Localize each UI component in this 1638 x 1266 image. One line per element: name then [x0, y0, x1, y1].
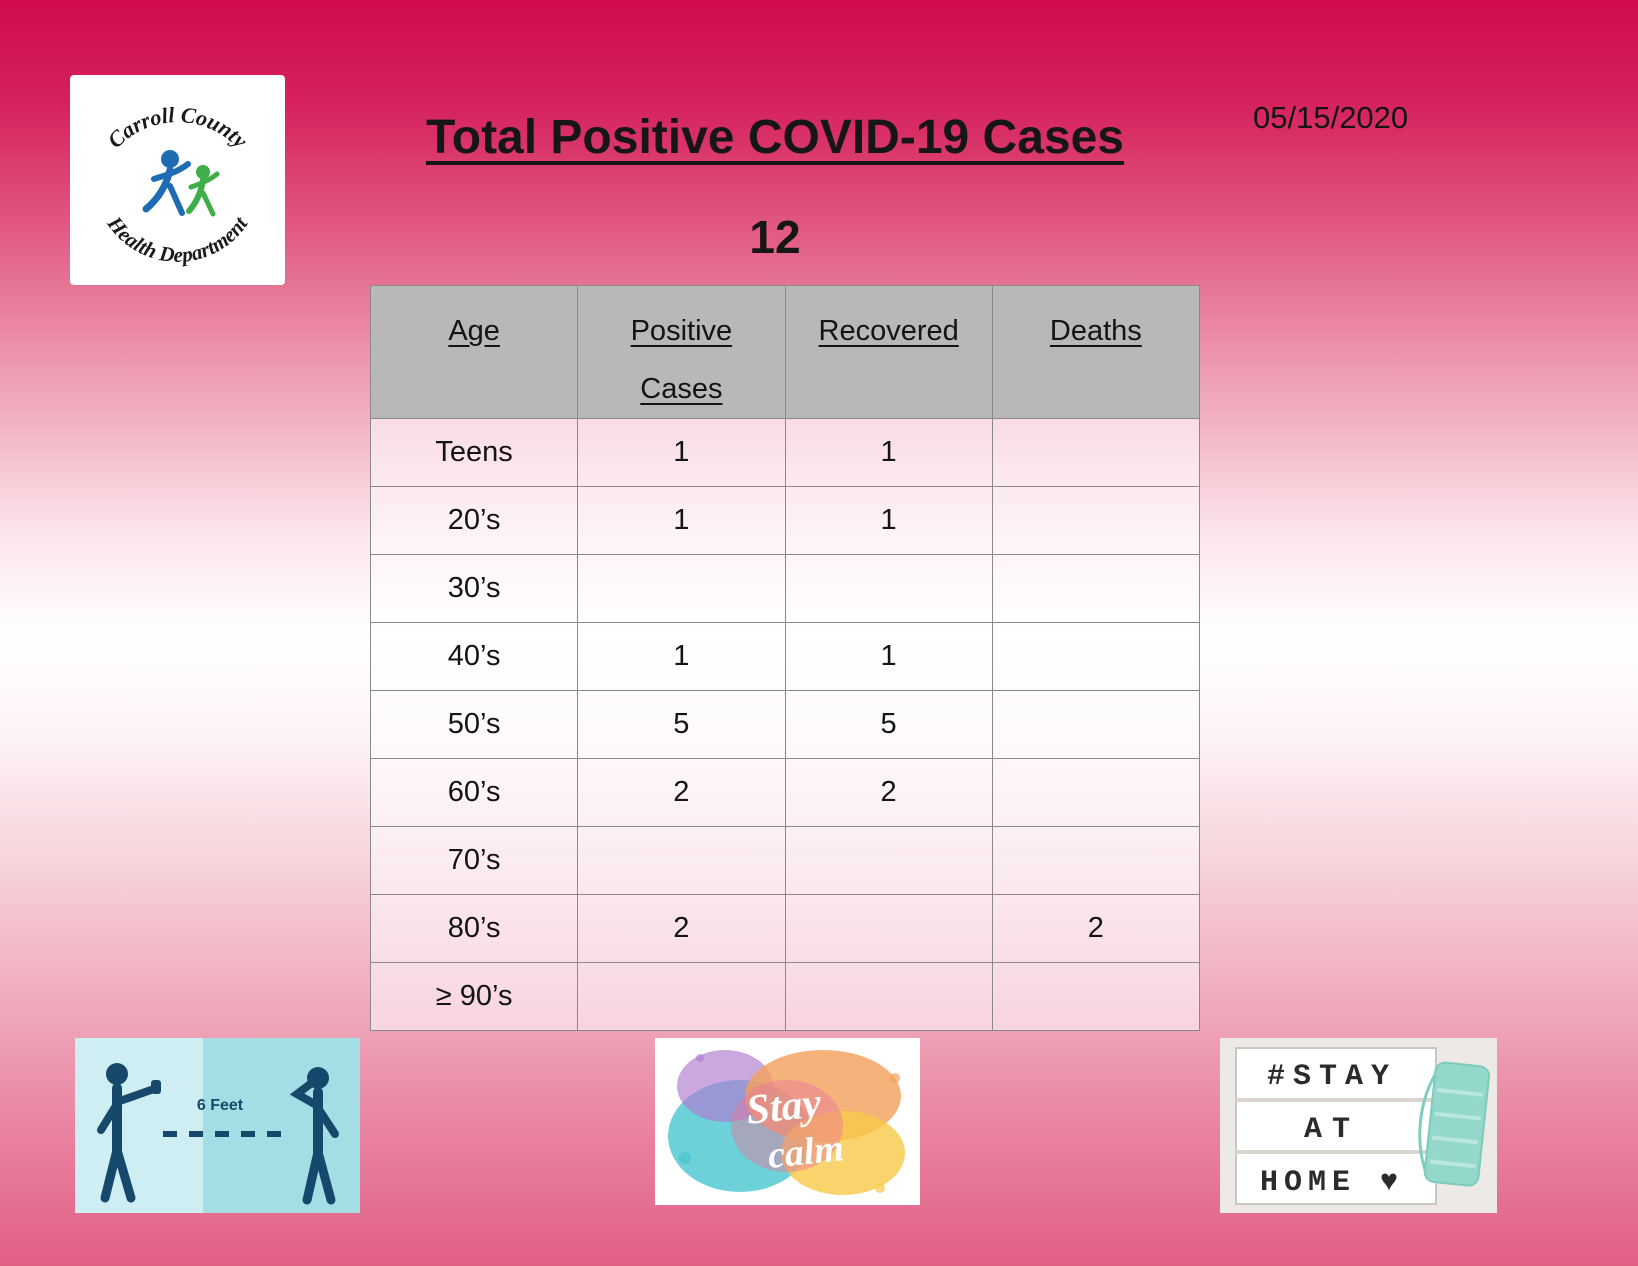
recovered-cell: [784, 554, 993, 623]
age-cell: 80’s: [369, 894, 579, 963]
positive-cases-cell: [577, 826, 786, 895]
stay-at-home-graphic: #STAY AT HOME ♥: [1220, 1038, 1497, 1213]
col-header-recovered: Recovered: [784, 285, 993, 419]
face-mask-icon: [1418, 1061, 1491, 1187]
deaths-cell: [991, 826, 1201, 895]
col-header-age: Age: [369, 285, 579, 419]
stay-home-line1: #STAY: [1267, 1060, 1397, 1094]
age-cell: 60’s: [369, 758, 579, 827]
stay-text: Stay: [744, 1080, 823, 1134]
recovered-cell: 1: [784, 486, 993, 555]
logo-graphic: Carroll County Health Department: [102, 102, 253, 267]
positive-cases-cell: [577, 554, 786, 623]
stay-calm-image: Stay calm: [655, 1038, 920, 1205]
stay-calm-graphic: Stay calm: [655, 1038, 920, 1205]
age-cell: ≥ 90’s: [369, 962, 579, 1031]
stay-at-home-image: #STAY AT HOME ♥: [1220, 1038, 1497, 1213]
table-row: 60’s 2 2: [369, 758, 1201, 827]
age-cell: 40’s: [369, 622, 579, 691]
recovered-cell: [784, 894, 993, 963]
table-row: 70’s: [369, 826, 1201, 895]
table-row: 20’s 1 1: [369, 486, 1201, 555]
age-cell: 20’s: [369, 486, 579, 555]
page-title: Total Positive COVID-19 Cases: [425, 111, 1124, 164]
total-cases-count: 12: [749, 211, 801, 263]
health-department-logo: Carroll County Health Department: [70, 75, 285, 285]
deaths-cell: 2: [991, 894, 1201, 963]
positive-cases-cell: 2: [577, 758, 786, 827]
age-cell: 70’s: [369, 826, 579, 895]
recovered-cell: 5: [784, 690, 993, 759]
deaths-cell: [991, 622, 1201, 691]
age-cell: 50’s: [369, 690, 579, 759]
recovered-cell: 1: [784, 418, 993, 487]
deaths-cell: [991, 758, 1201, 827]
table-row: Teens 1 1: [369, 418, 1201, 487]
logo-arc-top-text: Carroll County: [103, 102, 253, 153]
table-row: 80’s 2 2: [369, 894, 1201, 963]
recovered-cell: 1: [784, 622, 993, 691]
col-header-deaths: Deaths: [991, 285, 1201, 419]
cases-table: Age Positive Cases Recovered Deaths Teen…: [369, 285, 1201, 1031]
table-header-row: Age Positive Cases Recovered Deaths: [369, 285, 1201, 419]
table-row: 30’s: [369, 554, 1201, 623]
table-row: 50’s 5 5: [369, 690, 1201, 759]
table-row: 40’s 1 1: [369, 622, 1201, 691]
stay-home-line2: AT: [1304, 1113, 1360, 1147]
recovered-cell: 2: [784, 758, 993, 827]
positive-cases-cell: [577, 962, 786, 1031]
recovered-cell: [784, 826, 993, 895]
lightbox: [1235, 1047, 1437, 1205]
watercolor-splash: [668, 1050, 905, 1195]
recovered-cell: [784, 962, 993, 1031]
age-cell: 30’s: [369, 554, 579, 623]
date-label: 05/15/2020: [1253, 100, 1409, 135]
logo-blue-figure-icon: [142, 150, 191, 216]
right-person-icon: [289, 1067, 339, 1205]
six-feet-label: 6 Feet: [197, 1097, 244, 1114]
table-row: ≥ 90’s: [369, 962, 1201, 1031]
age-cell: Teens: [369, 418, 579, 487]
deaths-cell: [991, 486, 1201, 555]
positive-cases-cell: 2: [577, 894, 786, 963]
logo-green-figure-icon: [186, 165, 220, 217]
deaths-cell: [991, 418, 1201, 487]
logo-arc-bottom-text: Health Department: [102, 211, 253, 267]
social-distancing-graphic: 6 Feet: [75, 1038, 360, 1213]
left-person-icon: [97, 1063, 161, 1203]
social-distancing-image: 6 Feet: [75, 1038, 360, 1213]
deaths-cell: [991, 554, 1201, 623]
positive-cases-cell: 5: [577, 690, 786, 759]
stay-home-line3: HOME ♥: [1260, 1166, 1404, 1200]
positive-cases-cell: 1: [577, 486, 786, 555]
calm-text: calm: [766, 1127, 846, 1177]
col-header-positive-cases: Positive Cases: [577, 285, 786, 419]
positive-cases-cell: 1: [577, 418, 786, 487]
positive-cases-cell: 1: [577, 622, 786, 691]
deaths-cell: [991, 690, 1201, 759]
deaths-cell: [991, 962, 1201, 1031]
